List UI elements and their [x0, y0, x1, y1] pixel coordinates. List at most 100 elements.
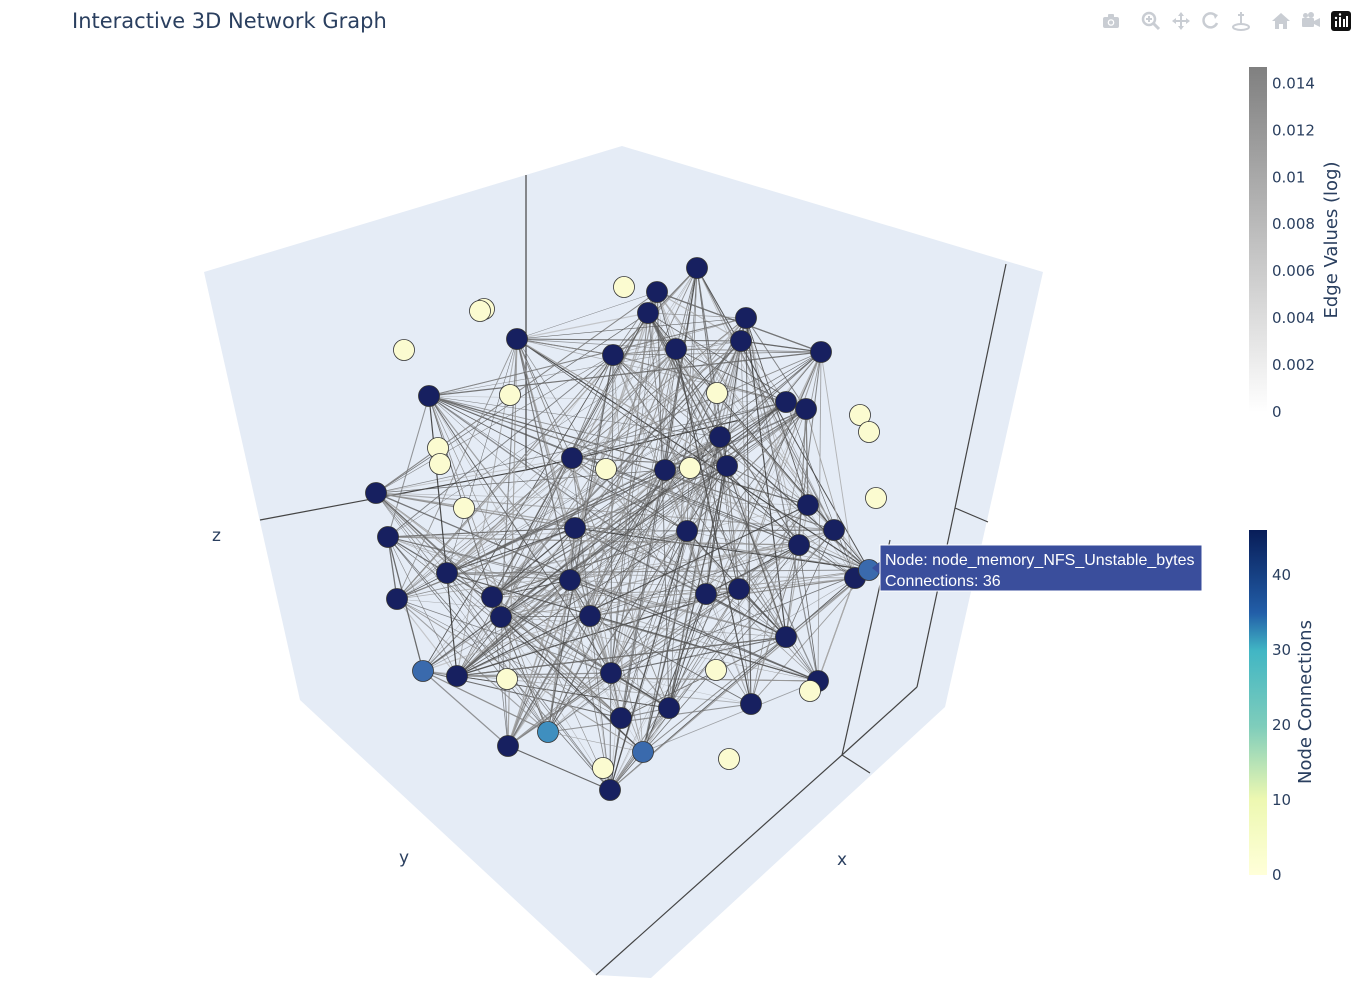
pan-icon[interactable] — [1170, 10, 1192, 32]
network-node[interactable] — [797, 494, 819, 516]
network-edge — [705, 544, 800, 595]
network-node[interactable] — [740, 693, 762, 715]
node-colorbar-tick-label: 40 — [1272, 566, 1291, 584]
network-node[interactable] — [679, 457, 701, 479]
network-edge — [446, 351, 822, 574]
network-edge — [569, 544, 800, 581]
orbit-icon[interactable] — [1200, 10, 1222, 32]
network-node[interactable] — [537, 721, 559, 743]
axis-line-right-mid — [916, 507, 956, 688]
network-node[interactable] — [446, 665, 468, 687]
network-node[interactable] — [788, 534, 810, 556]
network-node[interactable] — [481, 586, 503, 608]
network-edge — [456, 465, 728, 677]
network-node[interactable] — [497, 735, 519, 757]
network-node[interactable] — [469, 300, 491, 322]
network-node[interactable] — [810, 341, 832, 363]
network-edge — [675, 348, 752, 705]
network-node[interactable] — [676, 520, 698, 542]
network-node[interactable] — [695, 583, 717, 605]
network-node[interactable] — [865, 487, 887, 509]
network-node[interactable] — [775, 391, 797, 413]
node-colorbar-ticks: 0 10 20 30 40 — [1272, 566, 1291, 884]
network-node[interactable] — [602, 344, 624, 366]
network-node[interactable] — [377, 526, 399, 548]
network-nodes[interactable] — [365, 257, 887, 801]
network-node[interactable] — [365, 482, 387, 504]
network-node[interactable] — [506, 328, 528, 350]
network-node[interactable] — [610, 707, 632, 729]
network-edge — [610, 348, 677, 674]
network-node[interactable] — [592, 757, 614, 779]
network-node[interactable] — [849, 404, 871, 426]
network-node[interactable] — [706, 382, 728, 404]
network-node[interactable] — [632, 741, 654, 763]
network-node[interactable] — [718, 748, 740, 770]
network-edge — [610, 312, 649, 674]
network-node[interactable] — [823, 519, 845, 541]
network-node[interactable] — [393, 339, 415, 361]
network-node[interactable] — [728, 578, 750, 600]
turntable-icon[interactable] — [1230, 10, 1252, 32]
network-edge — [705, 529, 835, 595]
network-edge — [500, 616, 622, 719]
network-node[interactable] — [795, 398, 817, 420]
network-node[interactable] — [490, 606, 512, 628]
network-node[interactable] — [654, 459, 676, 481]
network-node[interactable] — [561, 447, 583, 469]
network-edge — [446, 338, 518, 574]
network-node[interactable] — [613, 276, 635, 298]
network-node[interactable] — [716, 455, 738, 477]
edge-colorbar: 0 0.002 0.004 0.006 0.008 0.01 0.012 0.014 Edge… — [1249, 67, 1342, 421]
network-node[interactable] — [665, 338, 687, 360]
network-node[interactable] — [499, 384, 521, 406]
home-icon[interactable] — [1270, 10, 1292, 32]
network-node[interactable] — [412, 660, 434, 682]
network-node[interactable] — [579, 605, 601, 627]
network-edge — [609, 588, 740, 791]
network-node[interactable] — [595, 458, 617, 480]
network-node[interactable] — [418, 385, 440, 407]
network-edge — [547, 465, 728, 733]
network-node[interactable] — [429, 453, 451, 475]
network-node[interactable] — [453, 497, 475, 519]
network-node[interactable] — [496, 668, 518, 690]
network-edge — [428, 395, 728, 467]
network-node[interactable] — [600, 662, 622, 684]
network-edge — [785, 351, 822, 638]
network-node[interactable] — [658, 697, 680, 719]
network-node[interactable] — [858, 421, 880, 443]
network-edge — [574, 436, 721, 529]
network-edge — [647, 312, 747, 319]
network-edge — [446, 317, 747, 574]
scene-3d[interactable]: z y x — [204, 146, 1043, 978]
network-edge — [740, 340, 800, 546]
network-node[interactable] — [709, 426, 731, 448]
network-node[interactable] — [730, 330, 752, 352]
network-node[interactable] — [705, 659, 727, 681]
network-node[interactable] — [559, 569, 581, 591]
network-edge — [428, 317, 747, 397]
network-node[interactable] — [637, 302, 659, 324]
network-node[interactable] — [599, 779, 621, 801]
network-edge — [507, 348, 677, 747]
network-edge — [375, 354, 614, 494]
network-node[interactable] — [735, 307, 757, 329]
network-edge — [571, 457, 728, 467]
network-node[interactable] — [436, 562, 458, 584]
network-edge — [396, 338, 518, 600]
network-node[interactable] — [564, 517, 586, 539]
network-node[interactable] — [646, 281, 668, 303]
zoom-icon[interactable] — [1140, 10, 1162, 32]
network-node[interactable] — [386, 588, 408, 610]
node-colorbar-tick-label: 10 — [1272, 791, 1291, 809]
camera-icon[interactable] — [1100, 10, 1122, 32]
network-node[interactable] — [799, 680, 821, 702]
node-colorbar-gradient — [1249, 530, 1267, 875]
network-node[interactable] — [775, 626, 797, 648]
network-edge — [387, 536, 591, 617]
reset-camera-icon[interactable] — [1300, 10, 1322, 32]
plotly-logo-icon[interactable] — [1330, 10, 1352, 32]
network-node[interactable] — [686, 257, 708, 279]
